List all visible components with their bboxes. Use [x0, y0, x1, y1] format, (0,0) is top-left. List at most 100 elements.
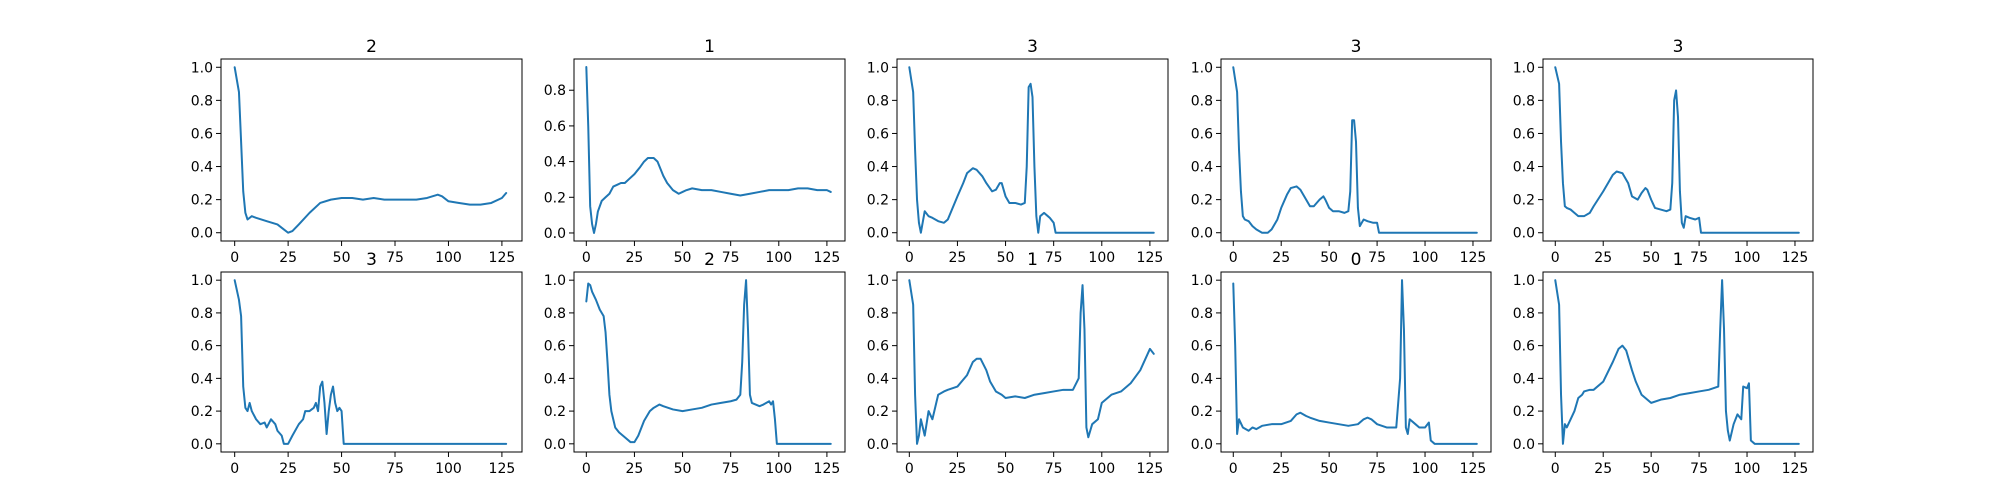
y-tick-label: 0.2	[191, 193, 213, 209]
x-tick-label: 75	[1368, 461, 1386, 477]
y-tick-label: 1.0	[867, 273, 889, 289]
series-line	[233, 66, 508, 234]
x-tick-label: 50	[674, 250, 692, 266]
x-tick-label: 125	[1460, 461, 1487, 477]
series-line	[1554, 279, 1800, 445]
y-tick-label: 0.4	[867, 160, 889, 176]
x-tick-label: 25	[1594, 461, 1612, 477]
x-tick-label: 125	[1460, 250, 1487, 266]
series-line	[908, 66, 1155, 234]
y-tick-label: 0.2	[544, 404, 566, 420]
x-tick-label: 75	[386, 461, 404, 477]
y-tick-label: 1.0	[544, 273, 566, 289]
y-tick-label: 0.0	[1513, 226, 1535, 242]
x-tick-label: 0	[1229, 250, 1238, 266]
subplot: 0 25 50 75 100 125 0.0 0.2 0.4 0.6 0.8 1.0 3	[1191, 37, 1492, 266]
x-tick-label: 0	[230, 461, 239, 477]
x-tick-label: 125	[489, 250, 516, 266]
y-tick-label: 0.6	[1513, 126, 1535, 142]
y-tick-label: 0.0	[544, 226, 566, 242]
x-tick-label: 100	[435, 461, 462, 477]
x-tick-label: 0	[582, 461, 591, 477]
y-tick-label: 0.6	[1191, 126, 1213, 142]
subplot-title: 1	[1673, 250, 1684, 270]
x-tick-label: 75	[1368, 250, 1386, 266]
y-tick-label: 1.0	[1513, 60, 1535, 76]
x-tick-label: 50	[1320, 461, 1338, 477]
y-tick-label: 0.0	[1191, 437, 1213, 453]
y-tick-label: 0.8	[544, 83, 566, 99]
axes-frame	[1220, 271, 1492, 453]
series-line	[1554, 66, 1800, 234]
subplot-title: 3	[1673, 37, 1684, 57]
x-tick-label: 75	[1045, 461, 1063, 477]
x-tick-label: 50	[1642, 461, 1660, 477]
x-tick-label: 0	[1229, 461, 1238, 477]
x-tick-label: 125	[1782, 461, 1809, 477]
y-tick-label: 0.6	[1191, 339, 1213, 355]
x-tick-label: 0	[230, 250, 239, 266]
y-tick-label: 0.6	[544, 119, 566, 135]
subplot-title: 1	[704, 37, 715, 57]
subplot-title: 2	[704, 250, 715, 270]
x-tick-label: 100	[765, 461, 792, 477]
axes-frame	[220, 271, 523, 453]
y-tick-label: 0.0	[867, 437, 889, 453]
y-tick-label: 0.8	[191, 93, 213, 109]
x-tick-label: 125	[1137, 461, 1164, 477]
subplot-title: 1	[1027, 250, 1038, 270]
subplot: 0 25 50 75 100 125 0.0 0.2 0.4 0.6 0.8 1.0 1	[1513, 250, 1814, 477]
x-tick-label: 75	[722, 250, 740, 266]
subplot: 0 25 50 75 100 125 0.0 0.2 0.4 0.6 0.8 1.0 3	[1513, 37, 1814, 266]
y-tick-label: 0.4	[1191, 160, 1213, 176]
y-tick-label: 1.0	[867, 60, 889, 76]
x-tick-label: 75	[1690, 461, 1708, 477]
x-tick-label: 25	[1272, 461, 1290, 477]
subplot-title: 2	[366, 37, 377, 57]
series-line	[1232, 279, 1478, 445]
y-tick-label: 0.4	[867, 371, 889, 387]
y-tick-label: 0.8	[1191, 306, 1213, 322]
y-tick-label: 0.2	[544, 190, 566, 206]
y-tick-label: 0.6	[544, 339, 566, 355]
y-tick-label: 0.0	[191, 226, 213, 242]
x-tick-label: 0	[905, 461, 914, 477]
y-tick-label: 0.6	[191, 126, 213, 142]
y-tick-label: 0.2	[867, 404, 889, 420]
y-tick-label: 0.2	[191, 404, 213, 420]
y-tick-label: 0.6	[1513, 339, 1535, 355]
y-tick-label: 0.4	[544, 155, 566, 171]
x-tick-label: 75	[1690, 250, 1708, 266]
subplot-title: 3	[1027, 37, 1038, 57]
y-tick-label: 0.8	[544, 306, 566, 322]
y-tick-label: 0.4	[1513, 160, 1535, 176]
x-tick-label: 0	[905, 250, 914, 266]
axes-frame	[573, 271, 846, 453]
subplot: 0 25 50 75 100 125 0.0 0.2 0.4 0.6 0.8 1.0 0	[1191, 250, 1492, 477]
x-tick-label: 75	[722, 461, 740, 477]
y-tick-label: 0.2	[1513, 193, 1535, 209]
y-tick-label: 0.8	[1513, 306, 1535, 322]
subplot: 0 25 50 75 100 125 0.0 0.2 0.4 0.6 0.8 1.0 2	[544, 250, 846, 477]
x-tick-label: 100	[1412, 461, 1439, 477]
axes-frame	[896, 271, 1169, 453]
y-tick-label: 0.6	[867, 126, 889, 142]
x-tick-label: 25	[1272, 250, 1290, 266]
x-tick-label: 100	[1088, 250, 1115, 266]
x-tick-label: 125	[489, 461, 516, 477]
x-tick-label: 0	[1551, 461, 1560, 477]
y-tick-label: 0.4	[191, 371, 213, 387]
x-tick-label: 125	[1137, 250, 1164, 266]
series-line	[1232, 66, 1478, 234]
x-tick-label: 50	[674, 461, 692, 477]
x-tick-label: 50	[1642, 250, 1660, 266]
x-tick-label: 50	[333, 461, 351, 477]
x-tick-label: 100	[765, 250, 792, 266]
axes-frame	[1542, 58, 1814, 242]
y-tick-label: 0.4	[544, 371, 566, 387]
x-tick-label: 100	[1412, 250, 1439, 266]
y-tick-label: 0.4	[191, 160, 213, 176]
axes-frame	[1542, 271, 1814, 453]
y-tick-label: 0.0	[1513, 437, 1535, 453]
